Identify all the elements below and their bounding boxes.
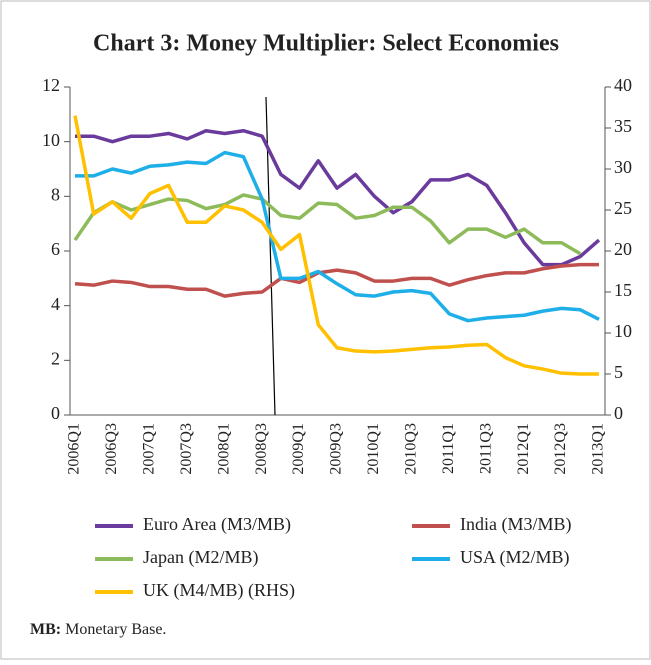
- y2-tick-label: 0: [614, 403, 623, 423]
- x-tick-label: 2008Q3: [253, 423, 270, 475]
- y-tick-label: 8: [51, 184, 60, 204]
- y2-tick-label: 35: [614, 116, 632, 136]
- x-tick-label: 2012Q1: [515, 423, 532, 475]
- chart-title: Chart 3: Money Multiplier: Select Econom…: [93, 31, 559, 57]
- legend-label: USA (M2/MB): [460, 547, 570, 568]
- series-line: [75, 128, 601, 267]
- x-tick-label: 2009Q1: [290, 423, 307, 475]
- x-tick-label: 2012Q3: [552, 423, 569, 475]
- note: MB: Monetary Base.: [30, 621, 166, 638]
- y-tick-label: 0: [51, 403, 60, 423]
- x-tick-label: 2007Q1: [141, 423, 158, 475]
- y2-tick-label: 15: [614, 280, 632, 300]
- legend-label: India (M3/MB): [460, 514, 572, 535]
- y-tick-label: 2: [51, 348, 60, 368]
- y-tick-label: 12: [42, 75, 60, 95]
- series-line: [73, 115, 599, 376]
- x-tick-label: 2006Q3: [103, 423, 120, 475]
- y-tick-label: 6: [51, 239, 60, 259]
- x-tick-label: 2011Q1: [440, 423, 457, 474]
- note-text: Monetary Base.: [65, 621, 166, 638]
- x-tick-label: 2010Q3: [403, 423, 420, 475]
- x-tick-label: 2011Q3: [477, 423, 494, 474]
- x-tick-label: 2010Q1: [365, 423, 382, 475]
- note-label: MB:: [30, 621, 61, 638]
- x-tick-label: 2013Q1: [590, 423, 607, 475]
- x-tick-label: 2007Q3: [178, 423, 195, 475]
- y2-tick-label: 10: [614, 321, 632, 341]
- x-tick-label: 2009Q3: [328, 423, 345, 475]
- y2-tick-label: 30: [614, 157, 632, 177]
- series-line: [73, 193, 582, 256]
- y2-tick-label: 25: [614, 198, 632, 218]
- series-line: [74, 262, 599, 298]
- x-tick-label: 2008Q1: [215, 423, 232, 475]
- legend-label: Euro Area (M3/MB): [143, 514, 291, 535]
- y2-tick-label: 5: [614, 362, 623, 382]
- y2-tick-label: 20: [614, 239, 632, 259]
- series-line: [75, 150, 600, 323]
- legend-label: Japan (M2/MB): [143, 547, 259, 568]
- y2-tick-label: 40: [614, 75, 632, 95]
- y-tick-label: 4: [51, 294, 60, 314]
- y-tick-label: 10: [42, 130, 60, 150]
- legend-label: UK (M4/MB) (RHS): [143, 580, 295, 601]
- x-tick-label: 2006Q1: [66, 423, 83, 475]
